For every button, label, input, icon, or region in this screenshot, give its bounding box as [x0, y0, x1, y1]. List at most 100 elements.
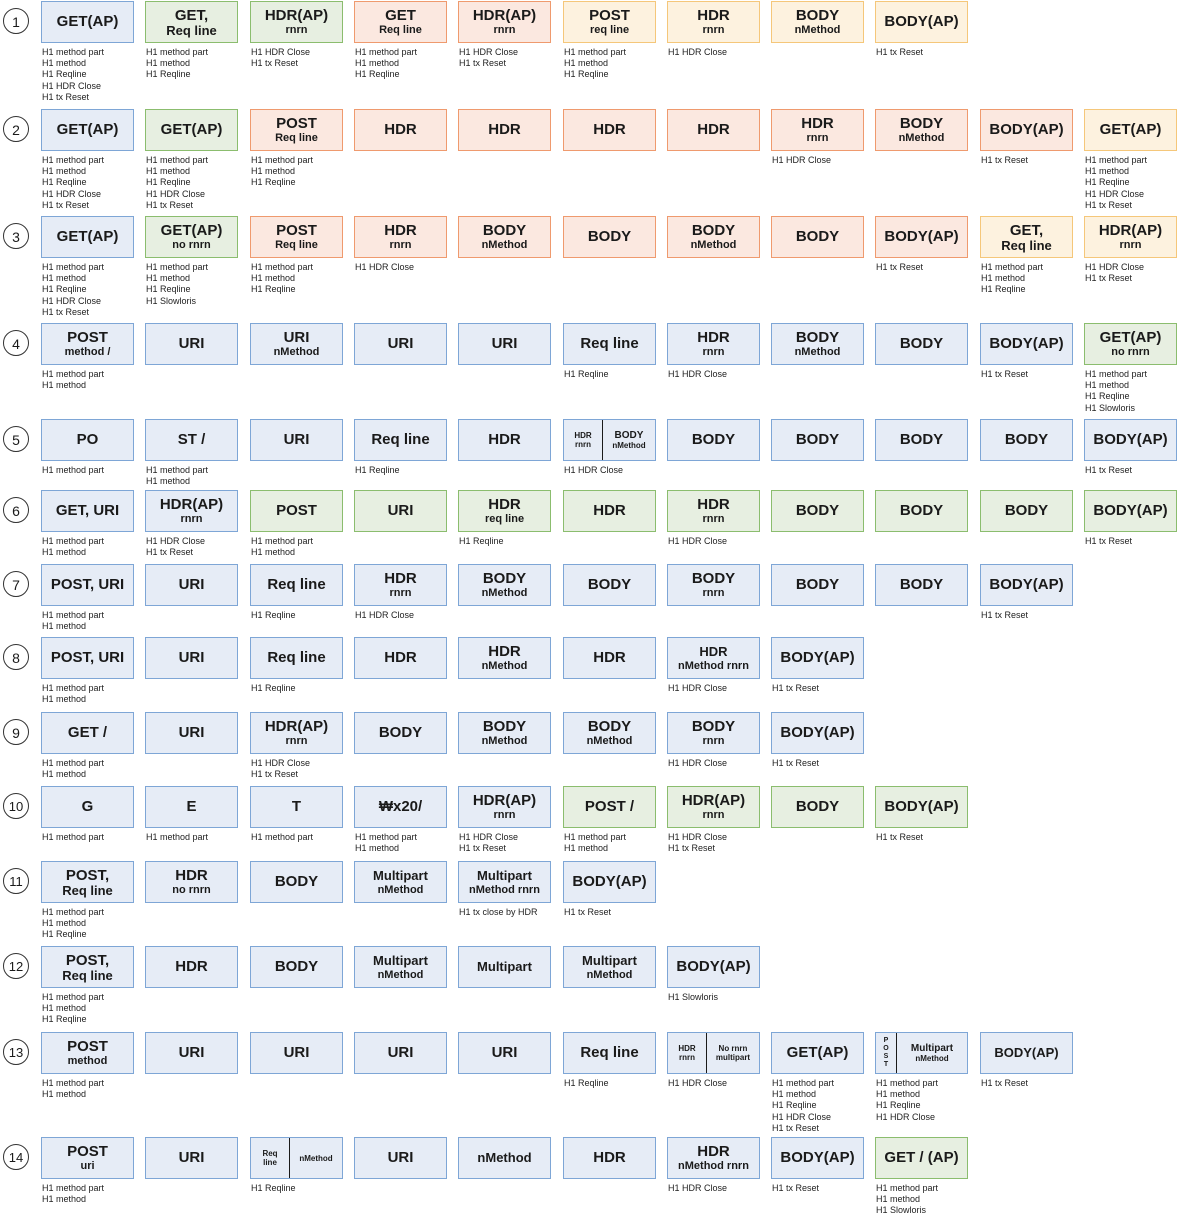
split-label: nMethod — [612, 441, 646, 450]
event-notes: H1 method part H1 method H1 Reqline H1 Slow… — [1084, 369, 1177, 414]
split-label: nMethod — [299, 1153, 333, 1163]
packet-cell: POST, URI H1 method part H1 method — [41, 564, 134, 632]
event-notes: H1 method part H1 method H1 Reqline H1 HDR … — [875, 1078, 968, 1123]
event-note: H1 Reqline — [772, 1100, 817, 1111]
event-note: H1 method part — [981, 262, 1044, 272]
packet-cell: POST, URI H1 method part H1 method — [41, 637, 134, 705]
packet-box: BODY — [250, 946, 343, 988]
packet-cell: HDR rnrn H1 HDR Close — [771, 109, 864, 166]
event-note: H1 method — [42, 380, 87, 391]
packet-cell: URI — [354, 1137, 447, 1179]
packet-label: ST / — [177, 431, 206, 448]
packet-cell: GET(AP) H1 method part H1 method H1 Reqline… — [771, 1032, 864, 1134]
packet-label: BODY — [482, 569, 527, 587]
packet-label: BODY(AP) — [989, 121, 1064, 138]
event-note: H1 method part — [42, 1183, 105, 1193]
packet-box: BODY nMethod — [563, 712, 656, 754]
packet-cell: BODY(AP) H1 tx Reset — [980, 564, 1073, 621]
packet-box: BODY nMethod — [875, 109, 968, 151]
event-note: H1 method part — [42, 832, 105, 842]
packet-label: URI — [387, 1044, 414, 1061]
packet-cell: BODY(AP) H1 Slowloris — [667, 946, 760, 1003]
packet-label: BODY — [899, 335, 944, 352]
packet-cell: Req line nMethod H1 Reqline — [250, 1137, 343, 1194]
row-number: 9 — [3, 719, 29, 745]
packet-label: POST, — [65, 866, 110, 884]
event-notes: H1 tx Reset — [980, 610, 1073, 621]
event-note: H1 method part — [42, 47, 105, 57]
packet-cell: BODY — [563, 564, 656, 606]
event-notes: H1 method part — [41, 465, 134, 476]
packet-label: Req line — [371, 431, 430, 448]
event-notes: H1 Slowloris — [667, 992, 760, 1003]
packet-label: GET, — [174, 6, 209, 24]
packet-cell: ₩x20/H1 method part H1 method — [354, 786, 447, 854]
event-note: H1 method part — [876, 1183, 939, 1193]
event-note: H1 tx Reset — [876, 47, 924, 57]
event-notes: H1 method part H1 method H1 Reqline H1 HDR … — [771, 1078, 864, 1134]
packet-cell: HDR(AP) rnrn H1 HDR Close H1 tx Reset — [250, 712, 343, 780]
packet-cell: URI — [354, 1032, 447, 1074]
event-note: H1 HDR Close — [772, 155, 832, 165]
event-note: H1 Reqline — [251, 284, 296, 295]
event-note: H1 HDR Close — [251, 47, 311, 57]
split-label: Req — [262, 1149, 278, 1158]
vertical-letter: O — [883, 1045, 889, 1052]
packet-label: BODY — [691, 221, 736, 239]
packet-sublabel: nMethod — [481, 659, 528, 672]
packet-label: URI — [283, 431, 310, 448]
event-note: H1 method part — [355, 832, 418, 842]
packet-box: HDR rnrn No rnrn multipart — [667, 1032, 760, 1074]
packet-box: URI — [250, 419, 343, 461]
packet-box: Multipart nMethod — [354, 946, 447, 988]
packet-box: BODY rnrn — [667, 564, 760, 606]
packet-label: GET(AP) — [56, 228, 119, 245]
packet-label: HDR — [697, 121, 730, 138]
packet-cell: BODY — [980, 490, 1073, 532]
packet-sublabel: uri — [80, 1159, 95, 1172]
event-note: H1 method part — [1085, 155, 1148, 165]
packet-label: HDR — [697, 328, 730, 346]
packet-cell: BODY(AP) H1 tx Reset — [771, 637, 864, 694]
event-note: H1 Reqline — [251, 1183, 296, 1193]
event-note: H1 HDR Close — [668, 683, 728, 693]
event-note: H1 tx Reset — [981, 610, 1029, 620]
packet-cell: URI — [458, 323, 551, 365]
row-number: 11 — [3, 868, 29, 894]
packet-box: GET / — [41, 712, 134, 754]
packet-box: POST method / — [41, 323, 134, 365]
packet-cell: P O S T Multipart nMethod H1 method part H1 met… — [875, 1032, 968, 1123]
packet-label: POST — [276, 221, 317, 239]
event-note: H1 tx Reset — [564, 907, 612, 917]
event-notes: H1 method part H1 method — [41, 758, 134, 780]
packet-cell: HDR rnrn H1 HDR Close — [667, 1, 760, 58]
split-label: rnrn — [575, 440, 591, 449]
event-note: H1 method — [355, 843, 400, 854]
packet-cell: BODY(AP) H1 tx Reset — [875, 786, 968, 843]
packet-label: BODY — [274, 958, 319, 975]
packet-sublabel: rnrn — [493, 23, 516, 36]
packet-sublabel: Req line — [379, 23, 422, 36]
packet-cell: POST Req line H1 method part H1 method H1 Re… — [250, 216, 343, 296]
event-notes: H1 method part H1 method H1 Reqline — [563, 47, 656, 81]
packet-box: Req line nMethod — [250, 1137, 343, 1179]
packet-box: BODY — [875, 323, 968, 365]
packet-label: POST — [276, 502, 317, 519]
event-note: H1 method — [1085, 166, 1130, 177]
packet-label: POST / — [584, 798, 635, 815]
split-label: line — [263, 1158, 277, 1167]
event-note: H1 HDR Close — [146, 536, 206, 546]
event-note: H1 method — [981, 273, 1026, 284]
event-note: H1 method part — [772, 1078, 835, 1088]
packet-label: Req line — [580, 335, 639, 352]
packet-box: BODY nMethod — [458, 712, 551, 754]
packet-box: BODY(AP) — [980, 109, 1073, 151]
packet-box: GET(AP) — [41, 109, 134, 151]
packet-sublabel: Req line — [62, 882, 113, 898]
packet-box: ST / — [145, 419, 238, 461]
packet-sublabel: rnrn — [702, 345, 725, 358]
packet-label: BODY(AP) — [989, 335, 1064, 352]
packet-label: URI — [178, 1044, 205, 1061]
event-note: H1 method part — [355, 47, 418, 57]
event-note: H1 Reqline — [355, 69, 400, 80]
